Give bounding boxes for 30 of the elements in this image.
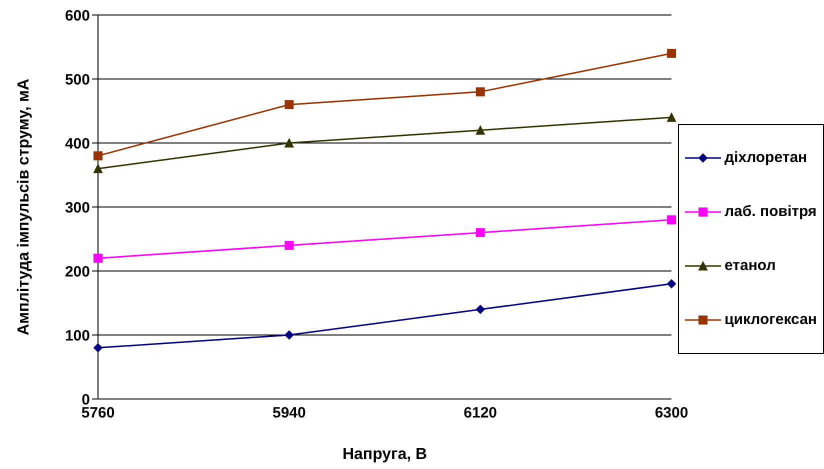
y-tick-label: 200: [64, 263, 90, 280]
point: [94, 164, 102, 174]
point: [476, 304, 485, 314]
y-tick-label: 400: [64, 135, 90, 152]
point: [94, 151, 102, 160]
y-tick-label: 300: [64, 199, 90, 216]
legend-label: циклогексан: [724, 311, 817, 328]
y-tick-label: 500: [64, 71, 90, 88]
point: [94, 254, 102, 263]
x-tick-label: 5940: [272, 404, 306, 422]
point: [94, 343, 102, 352]
point: [667, 48, 676, 58]
y-tick-label: 600: [64, 7, 90, 24]
point: [667, 112, 676, 122]
legend-label: етанол: [724, 257, 776, 274]
y-tick-label: 100: [64, 327, 90, 344]
legend-label: лаб. повітря: [724, 203, 817, 220]
point: [284, 138, 294, 148]
x-axis-title: Напруга, В: [342, 446, 428, 463]
x-tick-label: 6120: [464, 404, 498, 422]
point: [667, 279, 676, 288]
y-axis-title: Амплітуда імпульсів струму, мА: [16, 78, 33, 336]
point: [476, 126, 485, 135]
point: [284, 240, 294, 250]
point: [284, 330, 294, 340]
point: [476, 87, 485, 96]
legend-label: діхлоретан: [724, 149, 808, 166]
point: [667, 215, 676, 224]
x-tick-label: 6300: [654, 404, 688, 422]
point: [476, 228, 485, 238]
